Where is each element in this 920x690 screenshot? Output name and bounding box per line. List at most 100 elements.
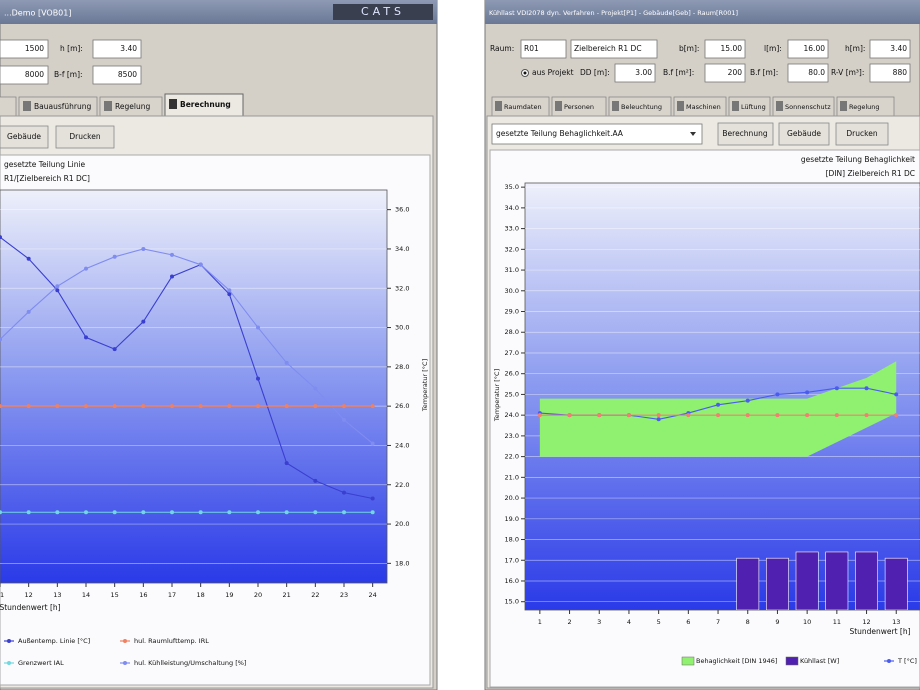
point xyxy=(256,510,260,515)
point xyxy=(170,252,174,257)
point xyxy=(112,404,117,409)
bar xyxy=(736,557,760,610)
x-axis-label: Stundenwert [h] xyxy=(849,627,910,636)
window-title: Kühllast VDI2078 dyn. Verfahren - Projek… xyxy=(489,9,738,17)
tab-icon xyxy=(776,101,783,111)
y-tick-label: 33.0 xyxy=(505,225,519,233)
point xyxy=(112,347,117,352)
x-tick-label: 9 xyxy=(775,618,779,626)
y-tick-label: 32.0 xyxy=(395,284,409,292)
point xyxy=(342,404,346,409)
tab-label: Raumdaten xyxy=(504,103,542,111)
point xyxy=(112,254,117,259)
button[interactable] xyxy=(835,122,889,146)
tab-label: Regelung xyxy=(849,103,880,111)
y-tick-label: 24.0 xyxy=(505,411,519,419)
legend-label: hul. Raumlufttemp. IRL xyxy=(134,637,209,645)
input-value: 880 xyxy=(893,68,908,77)
tab-icon xyxy=(612,101,619,111)
point xyxy=(656,413,661,418)
y-tick-label: 17.0 xyxy=(505,556,519,564)
plot-marks xyxy=(537,361,908,610)
field-label: DD [m]: xyxy=(580,68,610,77)
input[interactable] xyxy=(787,39,829,59)
input-value: 200 xyxy=(728,68,743,77)
input-value: Zielbereich R1 DC xyxy=(574,44,642,53)
button[interactable] xyxy=(778,122,830,146)
line xyxy=(0,248,374,444)
y-tick-label: 21.0 xyxy=(505,473,519,481)
input[interactable] xyxy=(704,39,746,59)
y-tick-label: 29.0 xyxy=(505,308,519,316)
x-tick-label: 16 xyxy=(139,591,147,599)
bar xyxy=(825,551,849,610)
input-value: 3.40 xyxy=(890,44,907,53)
button[interactable] xyxy=(0,125,49,149)
input[interactable] xyxy=(0,65,49,85)
point xyxy=(745,398,750,403)
input[interactable] xyxy=(869,63,911,83)
x-tick-label: 6 xyxy=(686,618,690,626)
input[interactable] xyxy=(704,63,746,83)
y-tick-label: 30.0 xyxy=(505,287,519,295)
point xyxy=(894,392,899,397)
field-label: B.f [m²]: xyxy=(663,68,694,77)
point xyxy=(198,510,203,515)
point xyxy=(84,266,88,271)
y-tick-label: 19.0 xyxy=(505,515,519,523)
point xyxy=(141,510,146,515)
point xyxy=(775,413,780,418)
plot-area xyxy=(0,189,388,584)
y-axis-label: Temperatur [°C] xyxy=(421,359,429,412)
point xyxy=(342,490,346,495)
tab-label: Personen xyxy=(564,103,594,111)
input[interactable] xyxy=(787,63,829,83)
point xyxy=(141,246,146,251)
point xyxy=(626,413,631,418)
legend-swatch xyxy=(7,639,11,643)
chart-title: gesetzte Teilung Linie xyxy=(4,160,86,169)
dropdown[interactable] xyxy=(491,123,703,145)
tab[interactable] xyxy=(0,96,17,117)
point xyxy=(256,376,260,381)
point xyxy=(745,413,750,418)
x-tick-label: 3 xyxy=(597,618,601,626)
dropdown-arrow xyxy=(690,132,696,136)
point xyxy=(227,404,232,409)
legend-label: hul. Kühlleistung/Umschaltung [%] xyxy=(134,659,246,667)
input[interactable] xyxy=(869,39,911,59)
input-value: 3.00 xyxy=(635,68,652,77)
input[interactable] xyxy=(0,39,49,59)
y-tick-label: 24.0 xyxy=(395,441,409,449)
point xyxy=(716,402,721,407)
legend-label: Grenzwert IAL xyxy=(18,659,64,667)
point xyxy=(686,413,691,418)
point xyxy=(198,262,203,267)
tab-label: Sonnenschutz xyxy=(785,103,831,111)
point xyxy=(284,404,289,409)
point xyxy=(55,288,60,293)
button[interactable] xyxy=(717,122,774,146)
bar xyxy=(884,557,908,610)
logo: CATS xyxy=(361,5,405,18)
button[interactable] xyxy=(55,125,115,149)
point xyxy=(284,510,289,515)
input[interactable] xyxy=(614,63,656,83)
x-tick-label: 20 xyxy=(254,591,262,599)
plot-marks xyxy=(0,235,375,515)
point xyxy=(141,319,146,324)
point xyxy=(84,404,88,409)
y-tick-label: 23.0 xyxy=(505,432,519,440)
x-tick-label: 8 xyxy=(746,618,750,626)
y-tick-label: 18.0 xyxy=(395,559,409,567)
x-tick-label: 23 xyxy=(340,591,348,599)
input[interactable] xyxy=(520,39,567,59)
point xyxy=(55,510,60,515)
input[interactable] xyxy=(92,65,142,85)
point xyxy=(55,284,60,289)
input[interactable] xyxy=(92,39,142,59)
input[interactable] xyxy=(570,39,658,59)
field-label: h[m]: xyxy=(845,44,865,53)
legend-swatch xyxy=(887,659,891,663)
point xyxy=(370,404,375,409)
